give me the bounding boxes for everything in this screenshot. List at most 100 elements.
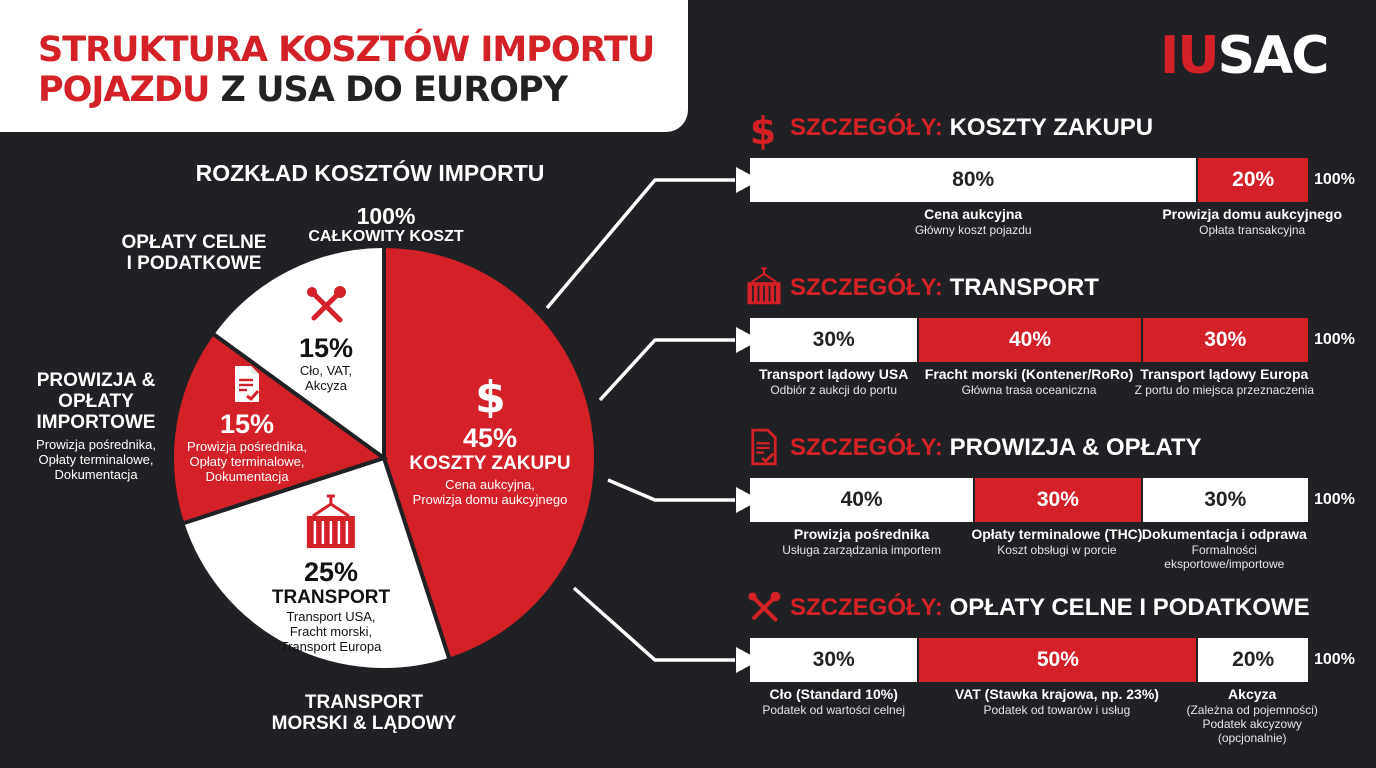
caption-name: Opłaty terminalowe (THC) (971, 526, 1143, 542)
bar-total-label: 100% (1314, 171, 1355, 188)
arrow-head-1 (736, 167, 760, 193)
pie-slice-commission (170, 330, 389, 527)
section-prefix: SZCZEGÓŁY: (790, 114, 943, 141)
outer-label-commission: PROWIZJA & OPŁATY IMPORTOWE Prowizja poś… (36, 370, 156, 482)
bar-total-label: 100% (1314, 331, 1355, 348)
slice-label-commission: 15% Prowizja pośrednika, Opłaty terminal… (187, 364, 307, 484)
connector-arrow-2 (598, 338, 735, 402)
connector-arrow-3 (607, 478, 735, 502)
bar-segment-caption: Transport lądowy Europa Z portu do miejsc… (1135, 366, 1314, 397)
outer-label-commission-line2: OPŁATY (58, 391, 134, 412)
pie-total: 100% CAŁKOWITY KOSZT (308, 204, 463, 246)
dollar-icon: $ (475, 372, 506, 423)
pie-slice-purchase (382, 243, 598, 663)
brand-logo: IUSAC (1160, 26, 1329, 86)
bar-segment: 30% (1140, 478, 1308, 522)
caption-desc: Z portu do miejsca przeznaczenia (1134, 383, 1315, 397)
slice-label-transport: 25% TRANSPORT Transport USA, Fracht mors… (272, 494, 390, 654)
caption-desc: Podatek od wartości celnej (762, 703, 906, 717)
slice-desc1-customs: Cło, VAT, (299, 363, 353, 378)
bar-segment-caption: Akcyza (Zależna od pojemności) Podatek akc… (1186, 686, 1317, 745)
section-header-transport: SZCZEGÓŁY: TRANSPORT (790, 274, 1099, 302)
connector-arrow-4 (572, 586, 735, 662)
caption-desc: Usługa zarządzania importem (782, 543, 941, 557)
slice-desc1-transport: Transport USA, (286, 609, 376, 624)
outer-label-customs-line1: OPŁATY CELNE (121, 232, 267, 253)
bar-total-label: 100% (1314, 491, 1355, 508)
bar-segment: 30% (1140, 318, 1308, 362)
caption-desc: Koszt obsługi w porcie (997, 543, 1117, 557)
bar-customs: 30% 50% 20% (750, 638, 1308, 682)
tools-icon (748, 591, 781, 622)
bar-segment: 20% (1196, 158, 1308, 202)
bar-segment: 30% (973, 478, 1141, 522)
outer-label-customs-line2: I PODATKOWE (126, 253, 262, 274)
caption-name: Akcyza (1228, 686, 1277, 702)
bar-segment: 50% (917, 638, 1197, 682)
pie-total-label: CAŁKOWITY KOSZT (308, 228, 464, 245)
pie-slice-customs (209, 243, 386, 462)
outer-label-commission-desc2: Opłaty terminalowe, (38, 452, 154, 467)
section-title: KOSZTY ZAKUPU (949, 114, 1154, 141)
section-prefix: SZCZEGÓŁY: (790, 274, 943, 301)
document-icon (751, 428, 777, 466)
logo-red-part: IU (1160, 26, 1220, 86)
page-title-line2: POJAZDU Z USA DO EUROPY (38, 70, 568, 110)
caption-name: Transport lądowy Europa (1140, 366, 1309, 382)
title-rest: Z USA DO EUROPY (209, 70, 568, 110)
caption-name: Cena aukcyjna (924, 206, 1023, 222)
outer-label-commission-line3: IMPORTOWE (36, 412, 156, 433)
connector-arrow-1 (545, 178, 735, 310)
slice-name-transport: TRANSPORT (271, 587, 391, 608)
container-icon (747, 267, 781, 305)
caption-name: Transport lądowy USA (759, 366, 909, 382)
bar-segment-caption: Transport lądowy USA Odbiór z aukcji do p… (759, 366, 908, 397)
slice-desc2-commission: Opłaty terminalowe, (189, 454, 305, 469)
section-header-customs: SZCZEGÓŁY: OPŁATY CELNE I PODATKOWE (790, 594, 1310, 622)
caption-name: Prowizja domu aukcyjnego (1162, 206, 1343, 222)
caption-name: VAT (Stawka krajowa, np. 23%) (954, 686, 1159, 702)
slice-name-purchase: KOSZTY ZAKUPU (409, 453, 571, 474)
outer-label-transport-line1: TRANSPORT (304, 692, 424, 713)
outer-label-transport: TRANSPORT MORSKI & LĄDOWY (272, 692, 457, 734)
bar-segment-caption: Cło (Standard 10%) Podatek od wartości ce… (762, 686, 905, 717)
slice-pct-commission: 15% (219, 409, 275, 439)
slice-label-purchase: $ 45% KOSZTY ZAKUPU Cena aukcyjna, Prowi… (409, 372, 570, 507)
bar-segment: 20% (1196, 638, 1308, 682)
document-icon (234, 366, 260, 402)
caption-desc: Odbiór z aukcji do portu (770, 383, 898, 397)
caption-desc: (Zależna od pojemności) (1186, 703, 1318, 717)
caption-desc: Główny koszt pojazdu (914, 223, 1032, 237)
bar-segment-caption: Opłaty terminalowe (THC) Koszt obsługi w … (971, 526, 1142, 557)
container-icon (306, 494, 355, 548)
dollar-icon: $ (750, 110, 776, 150)
outer-label-customs: OPŁATY CELNE I PODATKOWE (122, 232, 267, 274)
caption-desc: Podatek od towarów i usług (983, 703, 1131, 717)
outer-label-commission-desc3: Dokumentacja (54, 467, 138, 482)
bar-segment-caption: Dokumentacja i odprawa Formalności eksport… (1142, 526, 1307, 571)
caption-desc: eksportowe/importowe (1164, 557, 1285, 571)
bar-segment: 80% (750, 158, 1197, 202)
section-prefix: SZCZEGÓŁY: (790, 434, 943, 461)
caption-name: Cło (Standard 10%) (769, 686, 898, 702)
slice-desc1-purchase: Cena aukcyjna, (445, 477, 535, 492)
bar-segment: 30% (750, 318, 918, 362)
bar-purchase: 80% 20% (750, 158, 1308, 202)
section-title: PROWIZJA & OPŁATY (949, 434, 1202, 461)
bar-commission: 40% 30% 30% (750, 478, 1308, 522)
bar-segment-caption: Fracht morski (Kontener/RoRo) Główna tras… (925, 366, 1133, 397)
title-panel: STRUKTURA KOSZTÓW IMPORTU POJAZDU Z USA … (0, 0, 688, 132)
bar-segment: 40% (750, 478, 974, 522)
bar-total-label: 100% (1314, 651, 1355, 668)
bar-segment-caption: Prowizja pośrednika Usługa zarządzania im… (782, 526, 941, 557)
outer-label-commission-line1: PROWIZJA & (36, 370, 156, 391)
caption-name: Dokumentacja i odprawa (1141, 526, 1307, 542)
bar-segment-caption: Cena aukcyjna Główny koszt pojazdu (915, 206, 1032, 237)
slice-desc3-transport: Transport Europa (280, 639, 382, 654)
pie-total-pct: 100% (356, 203, 416, 229)
slice-desc1-commission: Prowizja pośrednika, (187, 439, 307, 454)
bar-transport: 30% 40% 30% (750, 318, 1308, 362)
slice-label-customs: 15% Cło, VAT, Akcyza (299, 284, 353, 393)
bar-segment-caption: VAT (Stawka krajowa, np. 23%) Podatek od … (955, 686, 1159, 717)
caption-name: Fracht morski (Kontener/RoRo) (924, 366, 1134, 382)
